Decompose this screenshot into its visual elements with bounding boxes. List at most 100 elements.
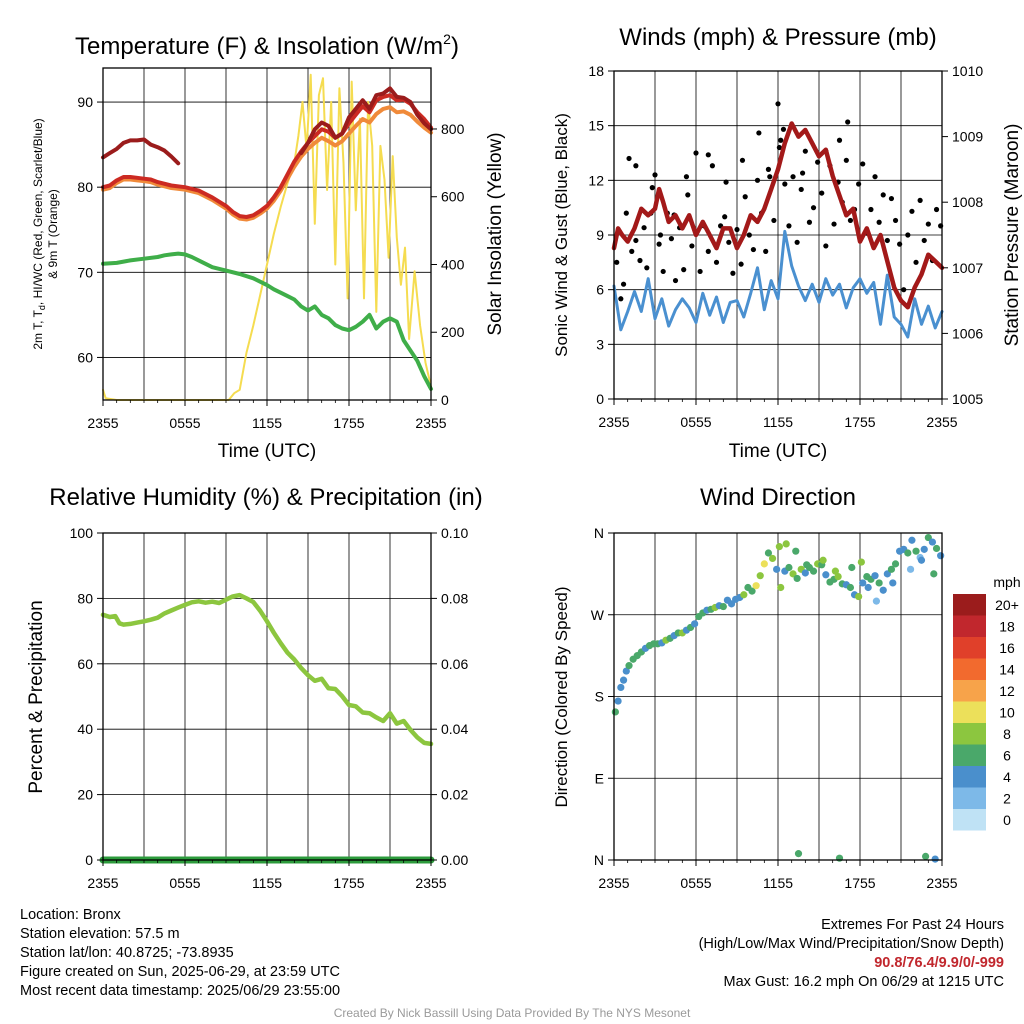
gust-point — [810, 205, 817, 211]
colorbar-swatch — [953, 594, 986, 616]
y2-tick-label: 0.04 — [441, 721, 468, 737]
direction-point — [917, 556, 926, 564]
y-tick-label: 60 — [77, 656, 93, 672]
x-tick-label: 2355 — [87, 415, 118, 431]
temp-2m-line — [101, 93, 433, 219]
winds-panel: Winds (mph) & Pressure (mb) 0 3 6 9 12 15 18 10… — [552, 24, 1023, 462]
pressure-line — [611, 121, 945, 310]
x-tick-label: 1155 — [252, 415, 282, 431]
winds-series — [611, 101, 945, 339]
gust-point — [771, 217, 777, 224]
humidity-ylabel: Percent & Precipitation — [26, 600, 47, 793]
humidity-title: Relative Humidity (%) & Precipitation (i… — [49, 484, 482, 511]
colorbar-label: 12 — [999, 683, 1015, 699]
x-tick-label: 0555 — [680, 875, 711, 891]
figure-created: Figure created on Sun, 2025-06-29, at 23… — [20, 964, 340, 980]
y-tick-label: 6 — [596, 282, 604, 298]
heat-index-line — [299, 86, 433, 156]
direction-point — [782, 540, 790, 548]
direction-point — [619, 676, 628, 684]
gust-point — [713, 259, 720, 265]
pressure-axis-label: Station Pressure (Maroon) — [1002, 124, 1023, 347]
direction-point — [611, 708, 619, 716]
gust-point — [734, 226, 740, 233]
x-tick-label: 1755 — [333, 875, 364, 891]
humidity-grid — [103, 533, 431, 860]
temperature-title: Temperature (F) & Insolation (W/m2) — [75, 31, 459, 60]
winds-ylabel: Sonic Wind & Gust (Blue, Black) — [552, 113, 571, 357]
direction-point — [848, 563, 856, 572]
gust-point — [836, 137, 843, 143]
y-tick-label: N — [594, 852, 604, 868]
x-tick-label: 2355 — [415, 875, 446, 891]
colorbar-title: mph — [993, 574, 1020, 590]
y2-tick-label: 1006 — [952, 325, 983, 341]
direction-point — [617, 683, 625, 692]
insolation-axis-label: Solar Insolation (Yellow) — [485, 132, 506, 335]
gust-point — [819, 190, 825, 196]
direction-point — [764, 549, 773, 557]
y2-tick-label: 0.06 — [441, 656, 468, 672]
extremes-legend: (High/Low/Max Wind/Precipitation/Snow De… — [698, 936, 1004, 952]
direction-ylabel: Direction (Colored By Speed) — [552, 586, 571, 807]
colorbar-label: 0 — [1003, 812, 1011, 828]
direction-point — [760, 560, 768, 568]
gust-point — [672, 277, 679, 284]
gust-point — [697, 268, 703, 275]
y-tick-label: 15 — [588, 118, 604, 134]
direction-point — [794, 850, 803, 858]
y2-tick-label: 200 — [441, 324, 465, 340]
gust-point — [800, 170, 806, 176]
direction-point — [932, 544, 941, 553]
y-tick-label: 60 — [77, 349, 93, 365]
gust-point — [756, 130, 762, 136]
direction-point — [819, 556, 827, 564]
y2-tick-label: 1008 — [952, 194, 983, 210]
gust-point — [921, 237, 927, 244]
gust-point — [892, 217, 899, 224]
y2-tick-label: 1009 — [952, 129, 983, 145]
gust-point — [767, 174, 773, 180]
gust-point — [693, 150, 699, 156]
temperature-grid — [103, 68, 431, 400]
direction-panel: Wind Direction N E S W N 2355 0555 1155 1755 2355… — [552, 484, 1021, 891]
direction-point — [920, 545, 928, 553]
gust-point — [738, 261, 744, 267]
gust-point — [806, 219, 813, 225]
colorbar-swatch — [953, 766, 986, 788]
gust-point — [823, 243, 829, 249]
direction-point — [691, 620, 699, 628]
colorbar-label: 20+ — [995, 597, 1019, 613]
humidity-axes: 0 20 40 60 80 100 0.00 0.02 0.04 0.06 0.08 0.10 2355… — [70, 525, 469, 891]
gust-point — [778, 137, 784, 143]
gust-point — [763, 248, 769, 254]
y-tick-label: E — [595, 770, 604, 786]
temperature-ylabel-line1: 2m T, Td, HI/WC (Red, Green, Scarlet/Blu… — [31, 118, 47, 349]
gust-point — [656, 241, 662, 247]
winds-axes: 0 3 6 9 12 15 18 1005 1006 1007 1008 1009 1010 2355 05… — [588, 63, 983, 430]
gust-point — [909, 208, 915, 214]
gust-point — [780, 126, 787, 132]
colorbar-label: 2 — [1003, 790, 1011, 806]
y2-tick-label: 1005 — [952, 391, 983, 407]
heat-index-line — [101, 137, 181, 166]
direction-point — [785, 563, 793, 572]
gust-point — [726, 239, 732, 245]
gust-point — [884, 237, 890, 244]
x-tick-label: 1155 — [252, 875, 282, 891]
direction-point — [756, 572, 764, 580]
direction-point — [719, 602, 727, 611]
x-tick-label: 1755 — [333, 415, 364, 431]
y2-tick-label: 0.10 — [441, 525, 468, 541]
gust-point — [633, 237, 639, 244]
x-tick-label: 1155 — [763, 414, 793, 430]
direction-point — [906, 565, 915, 573]
station-location: Location: Bronx — [20, 907, 121, 923]
y-tick-label: N — [594, 525, 604, 541]
gust-point — [746, 232, 752, 238]
colorbar-swatch — [953, 744, 986, 766]
x-tick-label: 1755 — [844, 875, 875, 891]
direction-axes: N E S W N 2355 0555 1155 1755 2355 — [591, 525, 958, 891]
colorbar-swatch — [953, 809, 986, 831]
